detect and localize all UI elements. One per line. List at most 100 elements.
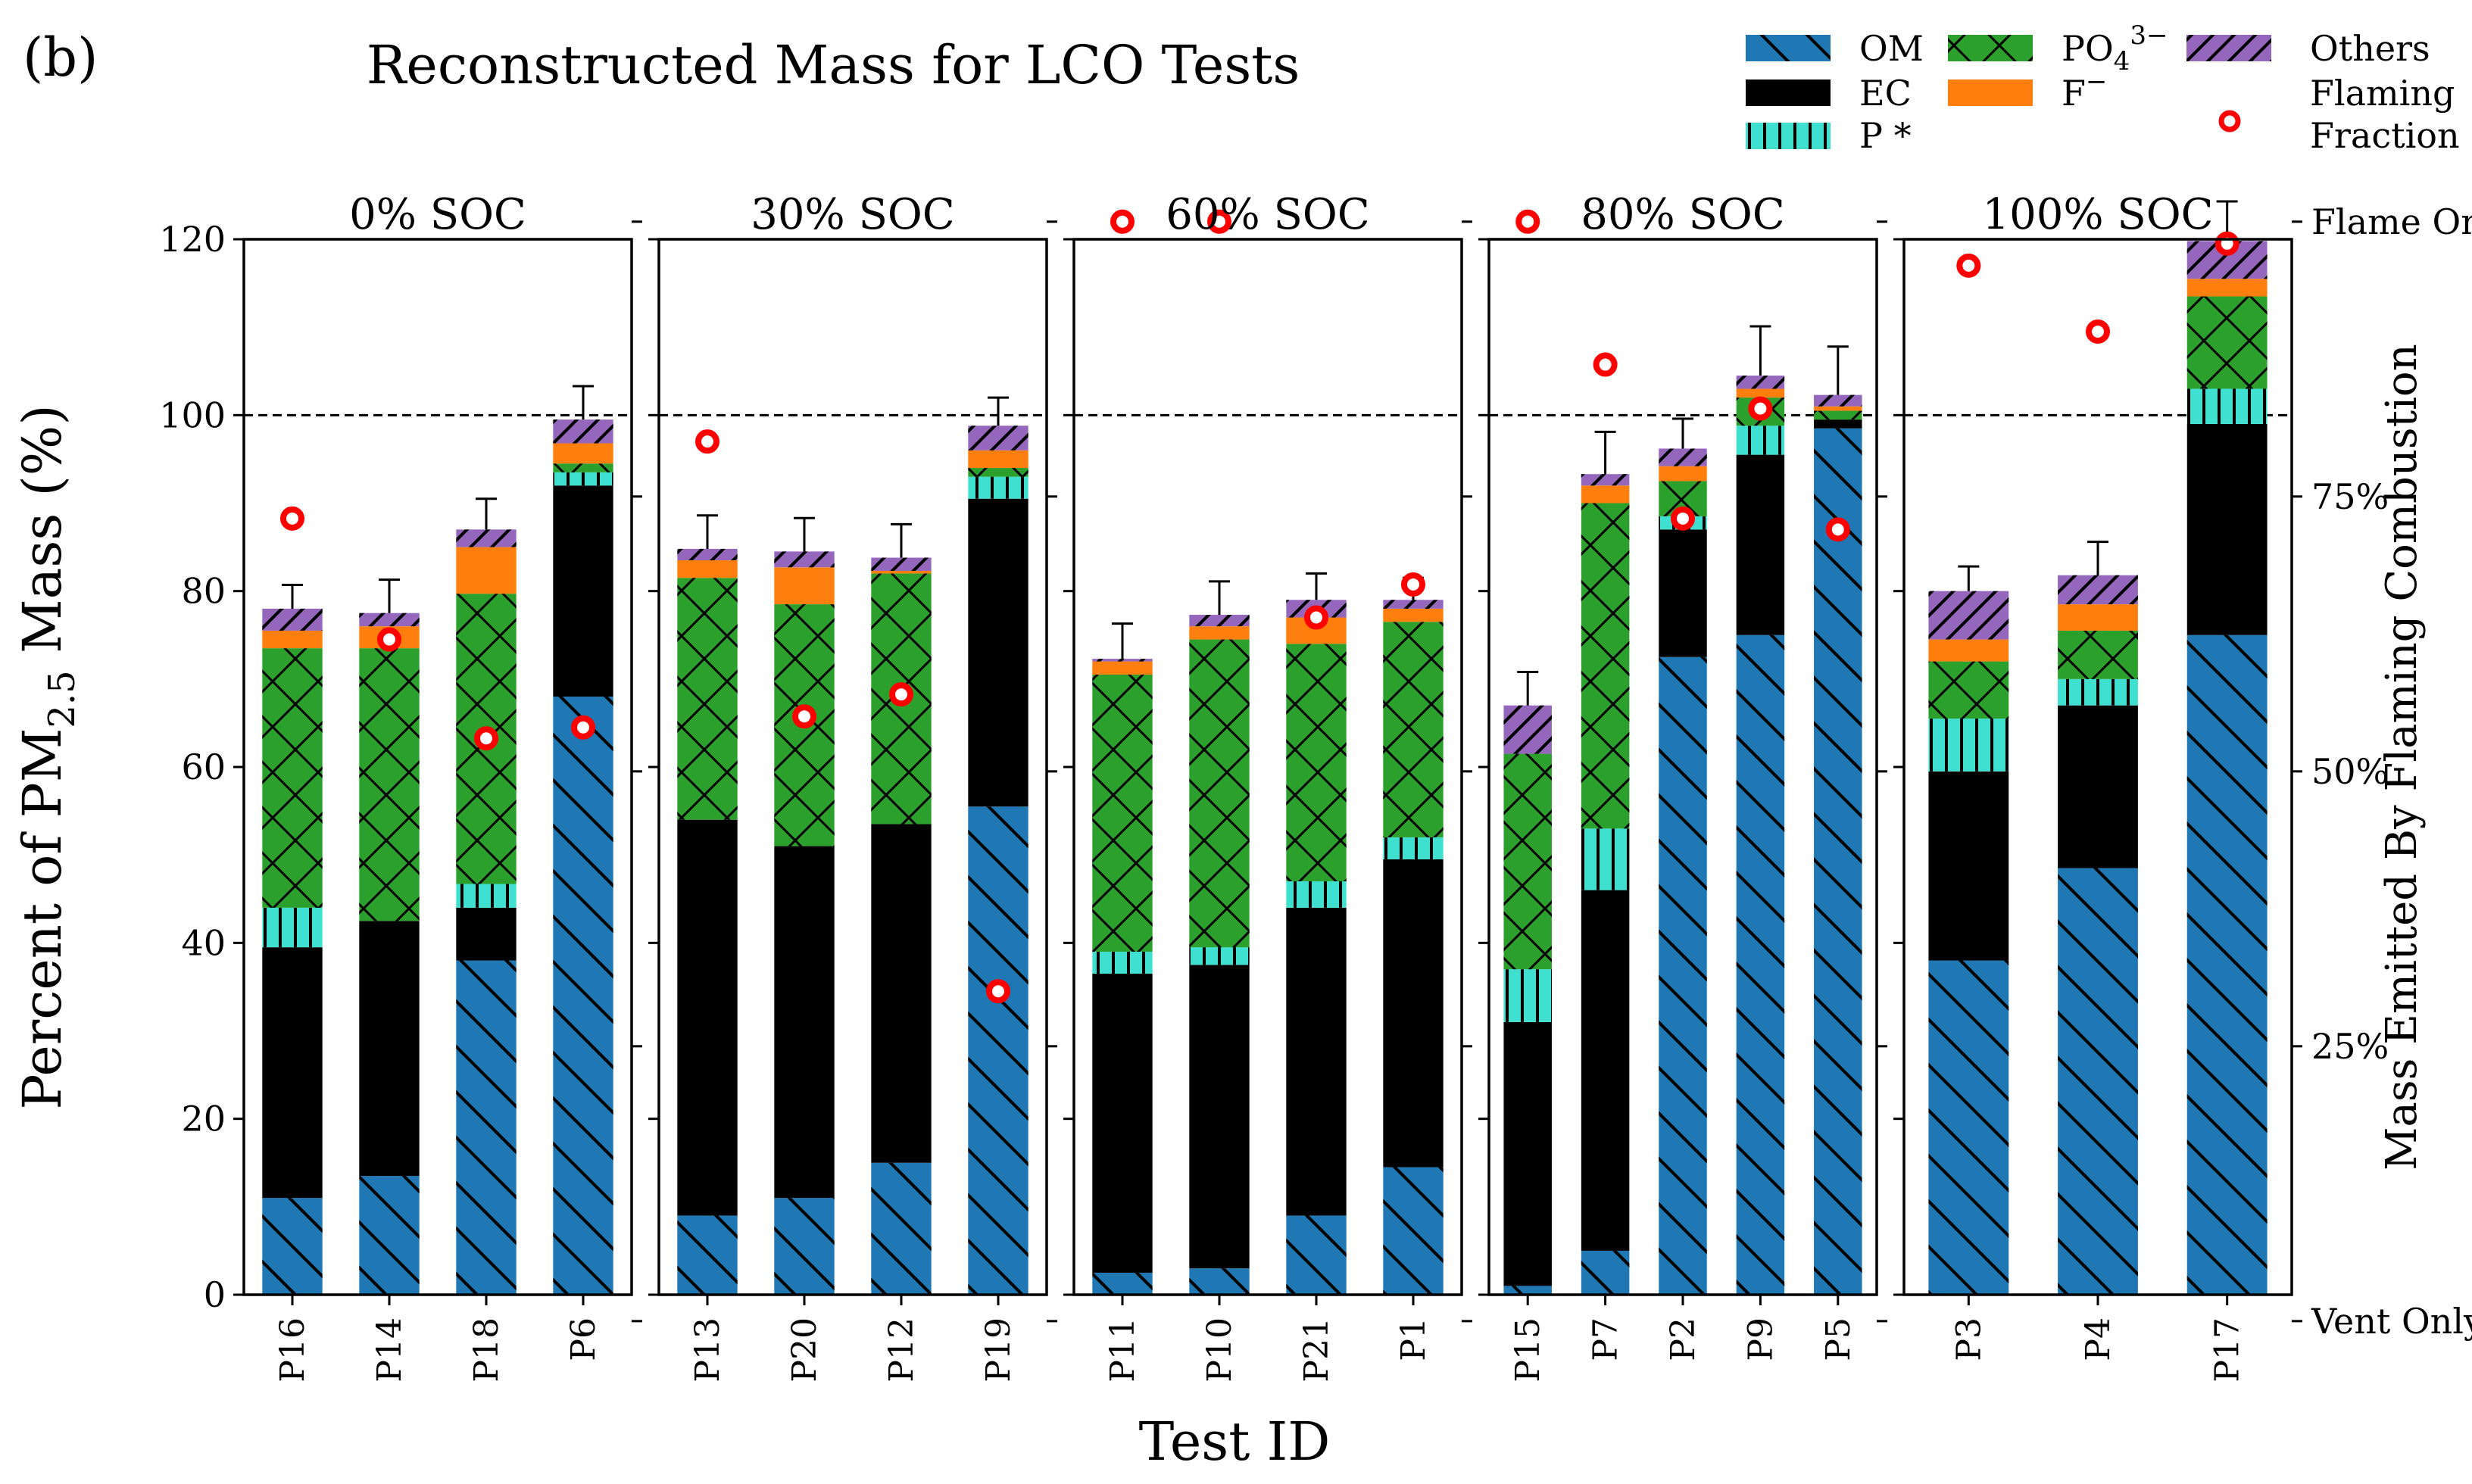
y-tick-label-20: 20 (181, 1099, 226, 1140)
flaming-marker-P12 (889, 682, 913, 707)
y-axis-label: Percent of PM2.5 Mass (%) (11, 404, 83, 1109)
bar-hatch-P4-others (2058, 575, 2138, 605)
bar-hatch-P7-po4 (1581, 503, 1630, 829)
panel-title: 60% SOC (1166, 190, 1369, 239)
x-tick-label-P2: P2 (1664, 1317, 1703, 1361)
right-tick-label: Vent Only (2311, 1301, 2472, 1342)
bar-hatch-P20-om (774, 1198, 835, 1295)
bar-hatch-P11-po4 (1092, 675, 1153, 952)
bar-segment-P2-ec (1659, 529, 1707, 657)
bar-hatch-P4-om (2058, 868, 2138, 1295)
bar-hatch-P11-others (1092, 659, 1153, 662)
bar-hatch-P11-om (1092, 1272, 1153, 1295)
bar-hatch-P15-p-star (1503, 969, 1552, 1022)
bar-hatch-P18-p-star (456, 884, 517, 908)
legend: OM EC P * PO43− F− Others Flaming F (1746, 20, 2460, 156)
x-tick-label-P20: P20 (785, 1317, 824, 1383)
bar-segment-P10-f (1189, 626, 1250, 640)
flaming-marker-P6 (571, 715, 595, 740)
bar-segment-P20-f (774, 567, 835, 605)
bar-hatch-P14-others (359, 613, 420, 627)
y-tick-label-60: 60 (181, 747, 226, 787)
bar-segment-P18-f (456, 547, 517, 594)
bar-hatch-P10-p-star (1189, 947, 1250, 965)
svg-text:Others: Others (2310, 28, 2430, 69)
bar-hatch-P5-om (1814, 428, 1862, 1295)
bar-hatch-P16-om (262, 1198, 323, 1295)
bar-hatch-P15-po4 (1503, 753, 1552, 970)
bar-hatch-P18-om (456, 960, 517, 1295)
bar-hatch-P19-p-star (968, 476, 1028, 499)
bar-segment-P11-f (1092, 661, 1153, 675)
legend-entry-om: OM (1746, 28, 1924, 69)
bar-segment-P9-ec (1736, 454, 1785, 635)
bar-hatch-P21-om (1286, 1215, 1347, 1295)
bar-segment-P13-f (677, 560, 738, 578)
bar-segment-P12-ec (871, 824, 932, 1163)
legend-entry-others: Others (2186, 28, 2430, 69)
bar-segment-P6-ec (553, 485, 613, 697)
bar-hatch-P1-om (1383, 1167, 1444, 1295)
legend-entry-p-star: P * (1746, 115, 1912, 156)
panel-2: P13 P20 P12 P19 30% SOC (648, 190, 1057, 1383)
bar-segment-P3-f (1928, 639, 2009, 662)
bar-hatch-P16-p-star (262, 907, 323, 948)
flaming-marker-P13 (695, 429, 719, 454)
panel-label: (b) (23, 26, 98, 89)
bar-hatch-P1-others (1383, 600, 1444, 609)
bar-hatch-P15-others (1503, 705, 1552, 754)
bar-hatch-P16-po4 (262, 648, 323, 908)
bar-segment-P16-ec (262, 947, 323, 1199)
legend-entry-flaming-fraction: Flaming Fraction (2218, 73, 2460, 156)
bar-segment-P7-f (1581, 485, 1630, 504)
x-tick-label-P3: P3 (1949, 1317, 1988, 1361)
bar-segment-P3-ec (1928, 771, 2009, 961)
flaming-marker-P3 (1956, 253, 1981, 278)
bar-segment-P7-ec (1581, 890, 1630, 1251)
bar-hatch-P1-po4 (1383, 622, 1444, 837)
bar-segment-P1-ec (1383, 859, 1444, 1168)
bar-hatch-P21-p-star (1286, 881, 1347, 908)
bar-segment-P11-ec (1092, 973, 1153, 1273)
bar-segment-P21-ec (1286, 907, 1347, 1216)
x-tick-label-P18: P18 (467, 1317, 506, 1383)
bar-hatch-P19-om (968, 806, 1028, 1295)
flaming-marker-P5 (1825, 517, 1850, 542)
right-tick-label: Flame Only (2311, 201, 2472, 242)
x-tick-label-P21: P21 (1297, 1317, 1336, 1383)
legend-entry-ec: EC (1746, 73, 1912, 114)
bar-hatch-P10-po4 (1189, 639, 1250, 948)
bar-segment-P5-ec (1814, 419, 1862, 429)
bar-segment-P1-f (1383, 608, 1444, 622)
x-axis-label: Test ID (1139, 1411, 1331, 1473)
bar-segment-P13-ec (677, 819, 738, 1216)
flaming-marker-P18 (474, 726, 498, 751)
legend-entry-po4: PO43− (1948, 20, 2168, 76)
bar-hatch-P5-po4 (1814, 410, 1862, 420)
x-tick-label-P15: P15 (1509, 1317, 1547, 1383)
svg-text:Fraction: Fraction (2310, 115, 2460, 156)
bar-hatch-P7-p-star (1581, 828, 1630, 890)
bar-hatch-P3-others (1928, 591, 2009, 640)
panel-title: 100% SOC (1982, 190, 2213, 239)
flaming-marker-P19 (986, 979, 1010, 1004)
bar-hatch-P6-p-star (553, 472, 613, 486)
x-tick-label-P5: P5 (1819, 1317, 1858, 1361)
right-tick-label: 25% (2311, 1026, 2389, 1067)
x-tick-label-P10: P10 (1200, 1317, 1239, 1383)
bar-hatch-P1-p-star (1383, 837, 1444, 859)
y-tick-label-0: 0 (204, 1274, 226, 1315)
panel-title: 30% SOC (751, 190, 954, 239)
right-tick-label: 75% (2311, 476, 2389, 517)
flaming-marker-P2 (1671, 506, 1695, 531)
bar-hatch-P20-others (774, 551, 835, 568)
y-tick-label-120: 120 (159, 219, 226, 260)
x-tick-label-P17: P17 (2208, 1317, 2247, 1383)
x-tick-label-P16: P16 (273, 1317, 312, 1383)
svg-text:Flaming: Flaming (2310, 73, 2455, 114)
bar-segment-P6-f (553, 443, 613, 464)
bar-segment-P20-ec (774, 846, 835, 1199)
flaming-marker-P1 (1401, 572, 1425, 597)
bar-hatch-P19-po4 (968, 468, 1028, 477)
svg-text:P *: P * (1859, 115, 1912, 156)
